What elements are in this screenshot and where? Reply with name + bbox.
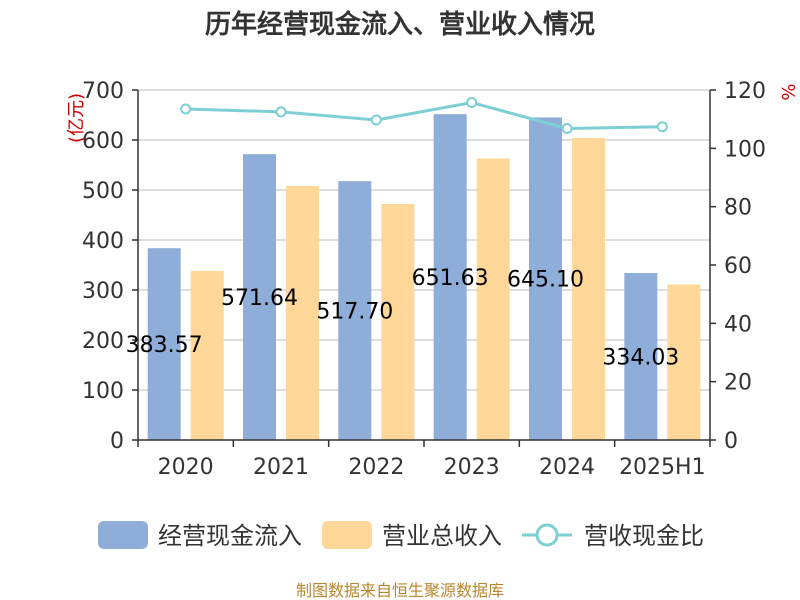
legend-revenue-swatch — [322, 521, 372, 549]
left-tick-label: 300 — [82, 279, 124, 304]
legend: 经营现金流入 营业总收入 营收现金比 — [98, 521, 704, 550]
left-tick-label: 500 — [82, 179, 124, 204]
left-tick-label: 0 — [110, 429, 124, 454]
left-tick-label: 700 — [82, 79, 124, 104]
bar-cash-inflow — [433, 114, 467, 440]
legend-cash-inflow-swatch — [98, 521, 148, 549]
left-tick-label: 200 — [82, 329, 124, 354]
x-tick-label: 2023 — [444, 455, 500, 480]
bar-revenue — [667, 284, 701, 440]
bar-cash-inflow — [243, 154, 276, 440]
ratio-point — [180, 103, 192, 115]
data-label: 651.63 — [412, 266, 489, 291]
legend-revenue-label: 营业总收入 — [382, 522, 502, 550]
bar-cash-inflow — [338, 181, 372, 440]
right-axis-unit: % — [777, 83, 798, 100]
bar-revenue — [286, 186, 319, 440]
legend-cash-inflow: 经营现金流入 — [98, 521, 302, 550]
data-label: 645.10 — [507, 268, 584, 293]
data-labels: 383.57 571.64 517.70 651.63 645.10 334.03 — [126, 266, 680, 370]
legend-cash-inflow-label: 经营现金流入 — [158, 522, 302, 550]
data-label: 571.64 — [221, 286, 298, 311]
axes — [132, 89, 716, 447]
ratio-point — [275, 106, 287, 118]
right-tick-label: 100 — [724, 137, 766, 162]
ratio-point — [466, 97, 478, 109]
legend-ratio-marker — [535, 523, 559, 547]
bar-revenue — [190, 271, 224, 440]
x-tick-label: 2021 — [253, 455, 309, 480]
bar-cash-inflow — [624, 272, 658, 440]
right-tick-label: 120 — [724, 79, 766, 104]
ratio-point — [656, 121, 668, 133]
left-tick-label: 400 — [82, 229, 124, 254]
right-tick-label: 0 — [724, 429, 738, 454]
right-tick-label: 20 — [724, 371, 752, 396]
left-tick-label: 100 — [82, 379, 124, 404]
x-tick-label: 2020 — [158, 455, 214, 480]
chart-title: 历年经营现金流入、营业收入情况 — [205, 9, 595, 40]
bar-revenue — [476, 158, 510, 440]
right-tick-label: 80 — [724, 196, 752, 221]
tick-labels: 0 100 200 300 400 500 600 700 0 20 40 60 80 100 120 202… — [82, 79, 766, 480]
ratio-point — [561, 123, 573, 134]
bar-revenue — [572, 138, 605, 440]
x-tick-label: 2024 — [539, 455, 595, 480]
left-axis-unit: (亿元) — [66, 93, 87, 143]
bars — [147, 114, 701, 440]
grid-lines — [138, 89, 710, 391]
bar-cash-inflow — [147, 248, 181, 440]
legend-ratio-label: 营收现金比 — [584, 522, 704, 550]
source-note: 制图数据来自恒生聚源数据库 — [296, 581, 504, 600]
bar-revenue — [381, 204, 415, 440]
ratio-point — [370, 114, 382, 126]
data-label: 383.57 — [126, 333, 203, 358]
right-tick-label: 60 — [724, 254, 752, 279]
x-tick-label: 2022 — [348, 455, 404, 480]
data-label: 517.70 — [316, 300, 393, 325]
legend-ratio: 营收现金比 — [522, 522, 704, 550]
data-label: 334.03 — [602, 345, 679, 370]
legend-revenue: 营业总收入 — [322, 521, 502, 550]
ratio-line-path — [185, 101, 663, 131]
ratio-line — [180, 97, 668, 134]
left-tick-label: 600 — [82, 129, 124, 154]
bar-cash-inflow — [529, 117, 562, 440]
x-tick-label: 2025H1 — [619, 455, 706, 480]
right-tick-label: 40 — [724, 312, 752, 337]
